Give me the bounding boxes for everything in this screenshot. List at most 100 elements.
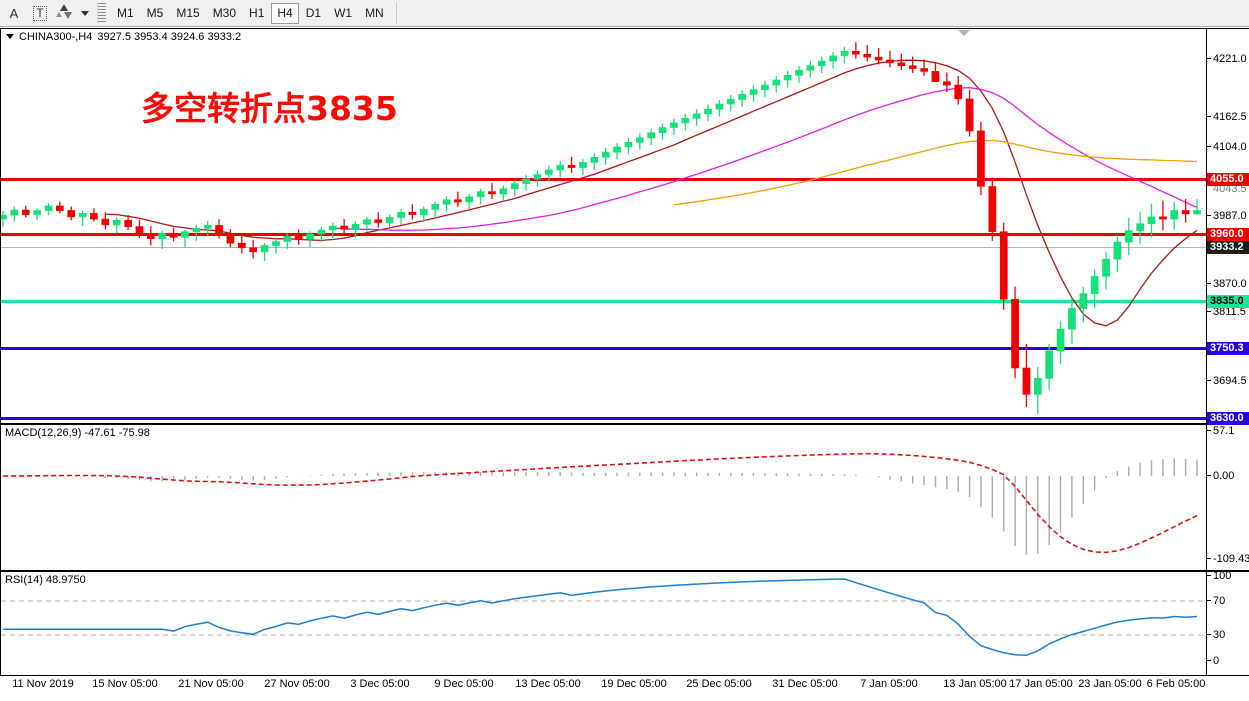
chevron-down-icon[interactable] (6, 34, 14, 39)
rsi-tick: 0 (1207, 655, 1249, 667)
tick-label: 57.1 (1213, 425, 1235, 437)
tick-mark (1207, 311, 1211, 312)
tick-label: 4043.5 (1213, 183, 1247, 195)
macd-tick: -109.43 (1207, 553, 1249, 565)
price-tick: 3987.0 (1207, 210, 1249, 222)
time-axis-label: 6 Feb 05:00 (1146, 678, 1206, 690)
chart-top-marker-icon (958, 30, 970, 36)
timeframe-label: H4 (277, 6, 293, 20)
timeframe-m15[interactable]: M15 (170, 3, 205, 24)
tick-label: 4162.5 (1213, 111, 1247, 123)
macd-tick: 0.00 (1207, 470, 1249, 482)
toolbar-divider (395, 2, 397, 24)
timeframe-mn[interactable]: MN (359, 3, 390, 24)
timeframe-m30[interactable]: M30 (207, 3, 242, 24)
timeframe-m5[interactable]: M5 (141, 3, 170, 24)
rsi-plot[interactable] (1, 572, 1206, 675)
tick-label: 3811.5 (1213, 306, 1246, 318)
tick-label: 4221.0 (1213, 53, 1247, 65)
tick-mark (1207, 558, 1211, 559)
objects-shapes-glyph (55, 3, 77, 23)
time-axis-label: 9 Dec 05:00 (434, 678, 494, 690)
price-tag-last-price-3933[interactable]: 3933.2 (1207, 241, 1249, 254)
time-axis-label: 15 Nov 05:00 (92, 678, 158, 690)
time-axis-label: 17 Jan 05:00 (1009, 678, 1073, 690)
rsi-indicator-label: RSI(14) 48.9750 (5, 574, 86, 586)
tick-label: 3694.5 (1213, 375, 1247, 387)
macd-tick: 57.1 (1207, 425, 1249, 437)
text-box-glyph: T (33, 5, 47, 21)
timeframe-m1[interactable]: M1 (111, 3, 140, 24)
time-axis[interactable]: 11 Nov 2019 15 Nov 05:00 21 Nov 05:00 27 No… (0, 676, 1249, 701)
price-tick: 4221.0 (1207, 53, 1249, 65)
chevron-down-icon[interactable] (81, 10, 89, 16)
tick-mark (1207, 660, 1211, 661)
price-tick: 4162.5 (1207, 111, 1249, 123)
price-tag-resistance-4055[interactable]: 4055.0 (1207, 173, 1249, 186)
timeframe-label: H1 (249, 6, 265, 20)
text-label-glyph: A (9, 5, 19, 21)
objects-icon[interactable] (54, 2, 78, 25)
tick-label: 0.00 (1213, 470, 1235, 482)
toolbar-grip[interactable] (97, 3, 106, 23)
timeframe-group: M1 M5 M15 M30 H1 H4 D1 W1 MN (111, 2, 391, 24)
timeframe-label: M30 (212, 6, 237, 20)
time-axis-label: 3 Dec 05:00 (350, 678, 410, 690)
timeframe-label: M5 (146, 6, 164, 20)
tick-mark (1207, 600, 1211, 601)
tick-mark (1207, 58, 1211, 59)
rsi-tick: 70 (1207, 595, 1249, 607)
tick-label: 100 (1213, 570, 1232, 582)
tick-label: 4104.0 (1213, 141, 1247, 153)
toolbar: A T M1 M5 M15 M30 H1 H4 D1 W1 MN (0, 0, 1249, 27)
price-pane[interactable]: CHINA300-,H4 3927.5 3953.4 3924.6 3933.2… (0, 28, 1207, 424)
timeframe-label: M1 (117, 6, 134, 20)
time-axis-label: 7 Jan 05:00 (860, 678, 918, 690)
timeframe-h1[interactable]: H1 (243, 3, 270, 24)
tick-mark (1207, 634, 1211, 635)
tick-mark (1207, 146, 1211, 147)
price-tag-support-3630[interactable]: 3630.0 (1207, 412, 1249, 425)
price-plot[interactable] (1, 29, 1206, 423)
price-tag-support-3750[interactable]: 3750.3 (1207, 342, 1249, 355)
time-axis-label: 13 Jan 05:00 (943, 678, 1007, 690)
rsi-tick: 100 (1207, 570, 1249, 582)
macd-axis[interactable]: 57.1 0.00 -109.43 (1207, 424, 1249, 571)
tick-label: 30 (1213, 629, 1226, 641)
tick-label: 3987.0 (1213, 210, 1247, 222)
price-tag-support-3835[interactable]: 3835.0 (1207, 295, 1249, 308)
chart-annotation-text: 多空转折点3835 (141, 89, 398, 128)
text-label-icon[interactable]: A (2, 2, 26, 25)
macd-pane[interactable]: MACD(12,26,9) -47.61 -75.98 (0, 424, 1207, 571)
tick-mark (1207, 575, 1211, 576)
timeframe-label: MN (365, 6, 384, 20)
price-tick: 3870.0 (1207, 278, 1249, 290)
time-axis-label: 21 Nov 05:00 (178, 678, 244, 690)
timeframe-d1[interactable]: D1 (300, 3, 327, 24)
time-axis-label: 25 Dec 05:00 (686, 678, 752, 690)
time-axis-label: 27 Nov 05:00 (264, 678, 330, 690)
price-axis[interactable]: 4221.0 4162.5 4104.0 3987.0 3870.0 3811.5 3694… (1207, 28, 1249, 455)
text-box-icon[interactable]: T (28, 2, 52, 25)
time-axis-label: 13 Dec 05:00 (515, 678, 581, 690)
time-axis-label: 23 Jan 05:00 (1078, 678, 1142, 690)
price-tag-resistance-3960[interactable]: 3960.0 (1207, 228, 1249, 241)
tick-label: 70 (1213, 595, 1226, 607)
price-tick: 3694.5 (1207, 375, 1249, 387)
symbol-name: CHINA300-,H4 (19, 30, 93, 43)
timeframe-label: M15 (176, 6, 200, 20)
timeframe-w1[interactable]: W1 (328, 3, 358, 24)
tick-mark (1207, 283, 1211, 284)
rsi-axis[interactable]: 100 70 30 0 (1207, 570, 1249, 676)
tick-mark (1207, 380, 1211, 381)
price-tick: 3811.5 (1207, 306, 1249, 318)
macd-plot[interactable] (1, 425, 1206, 570)
time-axis-label: 19 Dec 05:00 (601, 678, 667, 690)
tick-mark (1207, 116, 1211, 117)
rsi-pane[interactable]: RSI(14) 48.9750 (0, 571, 1207, 676)
price-tick: 4104.0 (1207, 141, 1249, 153)
symbol-ohlc: 3927.5 3953.4 3924.6 3933.2 (97, 30, 242, 43)
timeframe-h4[interactable]: H4 (271, 2, 299, 24)
tick-label: 0 (1213, 655, 1220, 667)
